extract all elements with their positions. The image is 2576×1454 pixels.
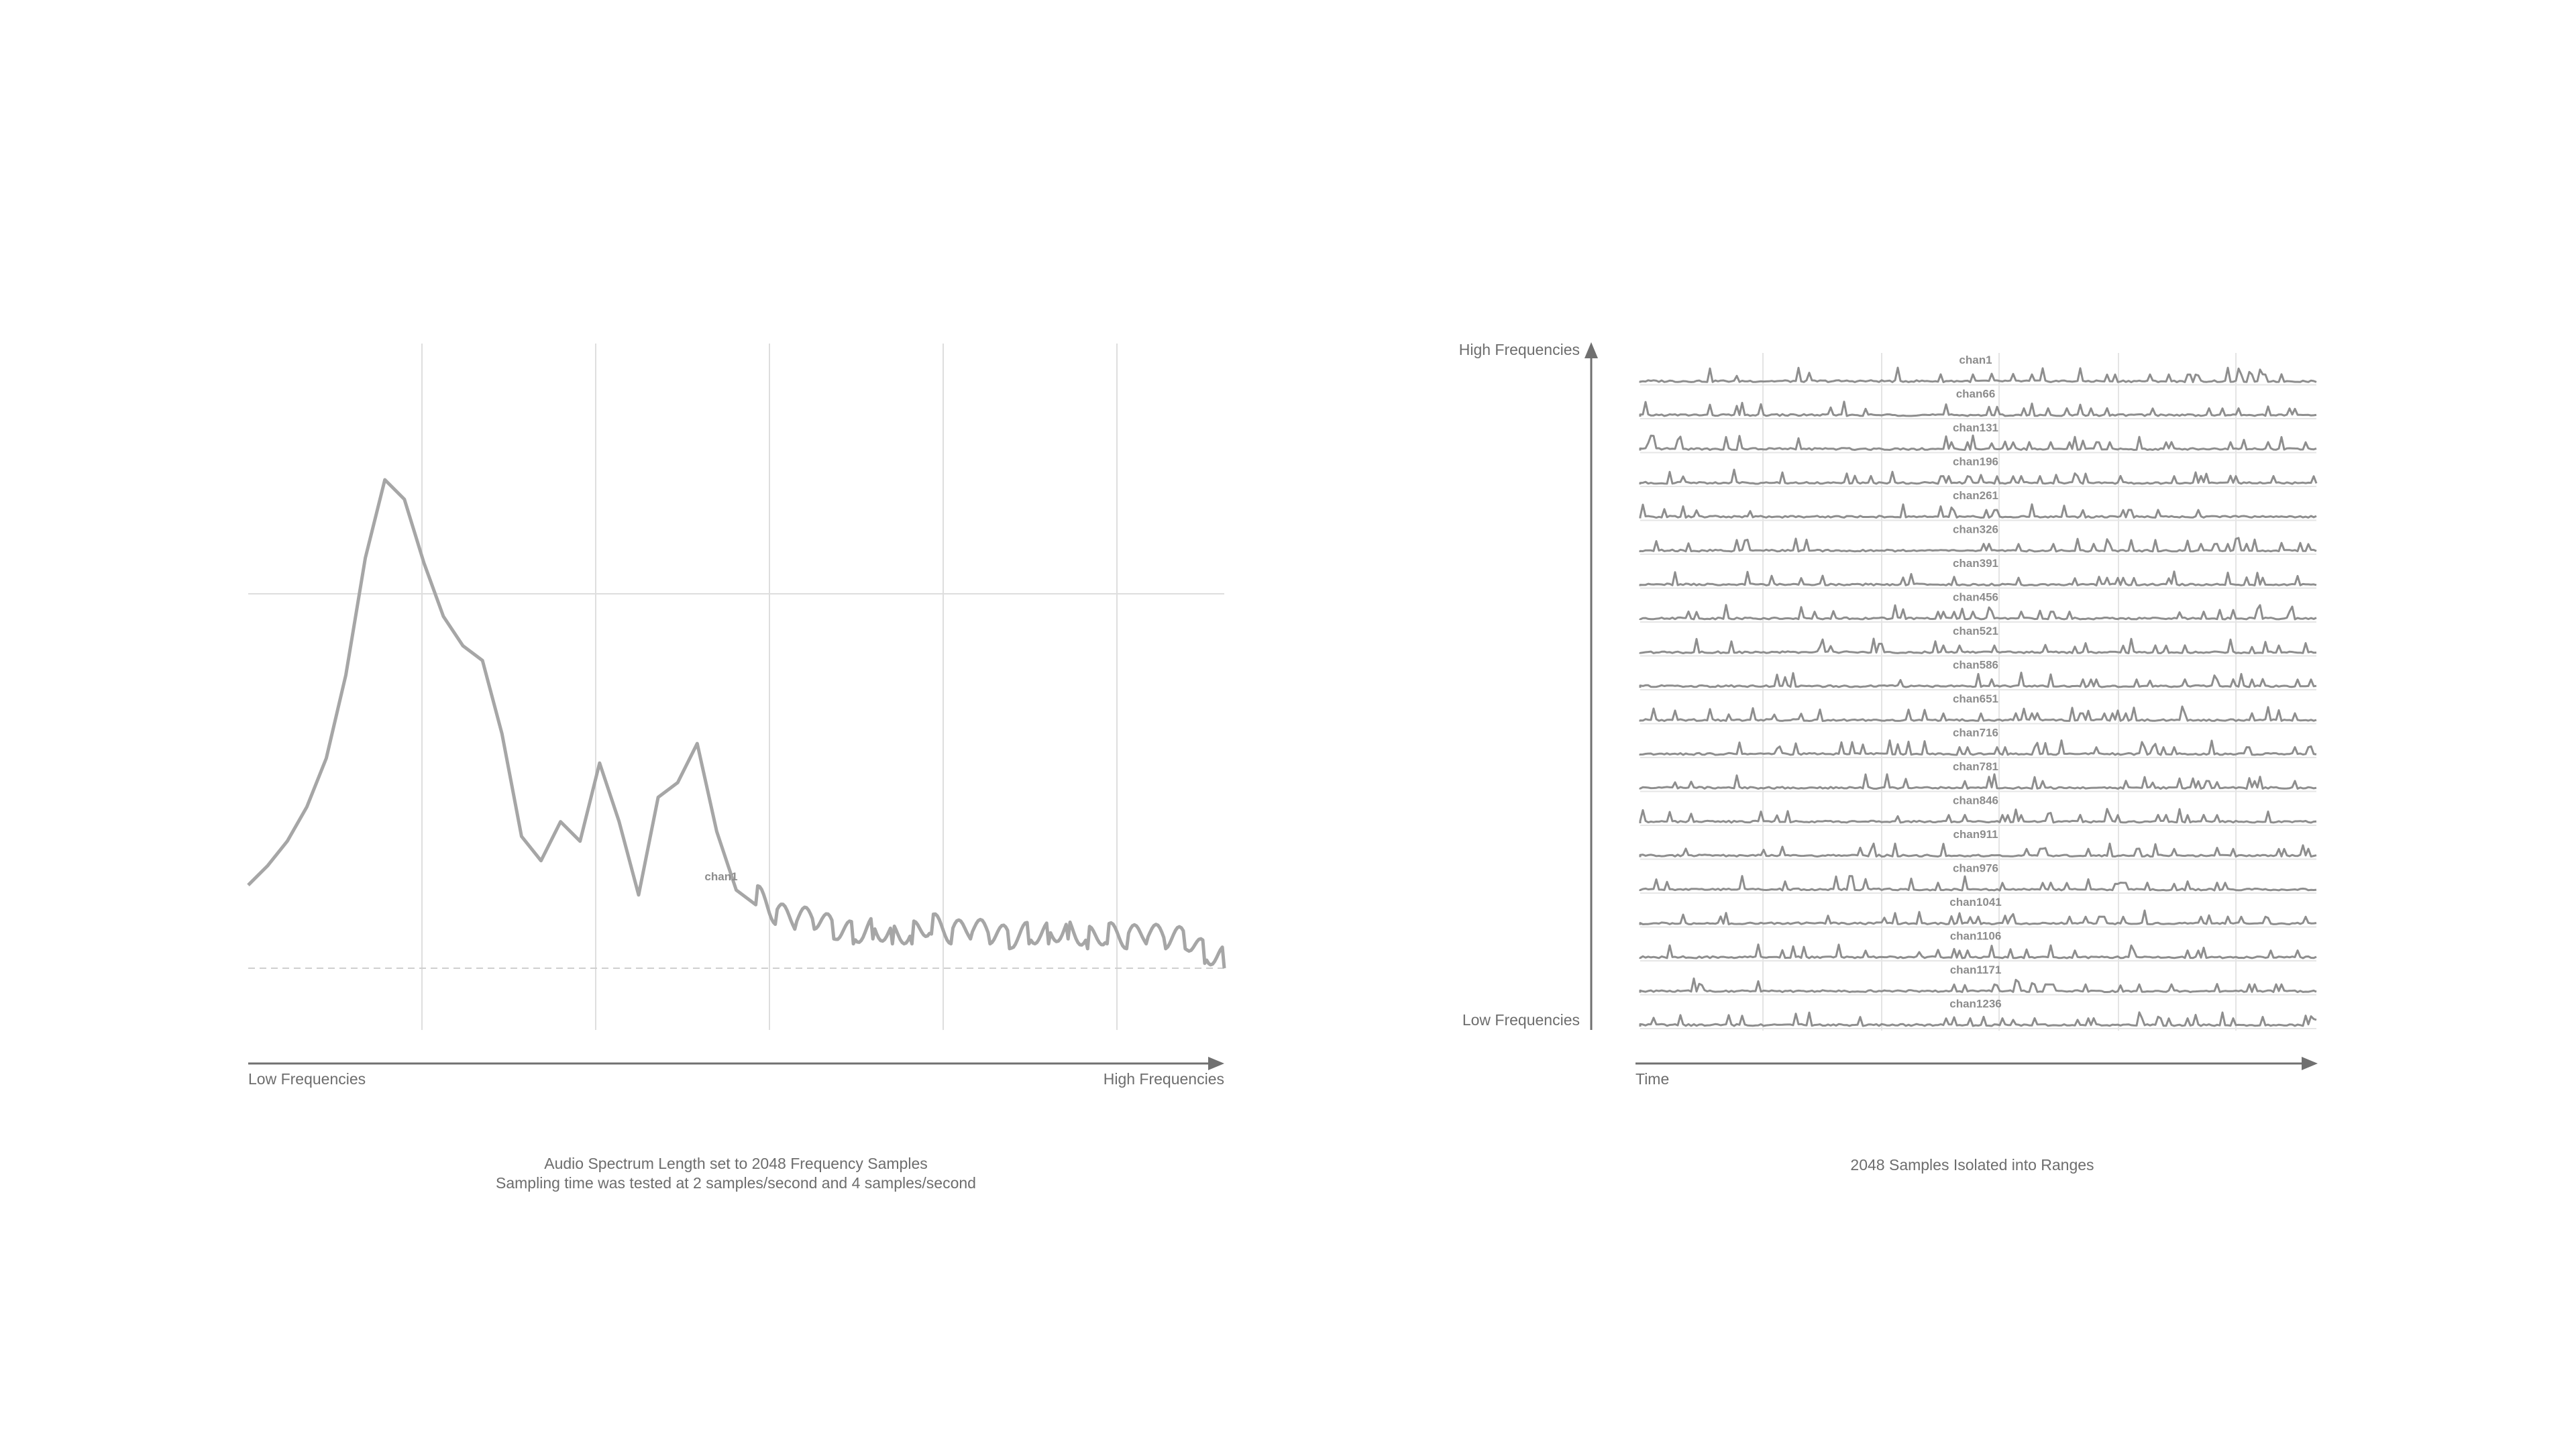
x-axis-left-label: Low Frequencies (248, 1070, 366, 1088)
series-label-chan651: chan651 (1953, 692, 1998, 705)
channel-ranges-chart: chan1 chan66 chan131 chan196 chan261 chan326 c… (1585, 342, 2318, 1070)
spectrum-chart: chan1 (247, 344, 1226, 1070)
channel-trace-chan781 (1639, 773, 2317, 790)
channel-trace-chan586 (1639, 672, 2317, 688)
channel-trace-chan131 (1639, 434, 2317, 451)
y-axis-arrowhead (1585, 342, 1598, 358)
series-label-chan846: chan846 (1953, 794, 1998, 807)
series-label-chan131: chan131 (1953, 421, 1998, 434)
y-axis-bottom-label: Low Frequencies (1462, 1011, 1580, 1029)
channel-trace-chan1 (1639, 366, 2317, 383)
channel-trace-chan66 (1639, 401, 2317, 417)
time-axis-arrowhead (2302, 1057, 2318, 1070)
series-label-chan456: chan456 (1953, 591, 1998, 604)
series-label-chan1236: chan1236 (1949, 998, 2002, 1010)
channel-trace-chan911 (1639, 842, 2317, 858)
series-label-chan911: chan911 (1953, 828, 1998, 841)
channel-trace-chan196 (1639, 468, 2318, 485)
channel-trace-chan976 (1639, 875, 2317, 892)
channel-trace-chan651 (1639, 705, 2317, 722)
series-label-chan1171: chan1171 (1950, 964, 2002, 976)
channel-trace-chan1041 (1639, 909, 2317, 925)
series-label-chan521: chan521 (1953, 625, 1998, 637)
series-label-chan196: chan196 (1953, 456, 1998, 468)
channel-trace-chan391 (1639, 570, 2317, 586)
channel-trace-chan326 (1639, 537, 2317, 553)
left-caption-line-1: Audio Spectrum Length set to 2048 Freque… (544, 1155, 928, 1172)
channel-trace-chan1171 (1639, 977, 2317, 993)
series-label-chan391: chan391 (1953, 557, 1998, 570)
series-label-chan1: chan1 (704, 870, 737, 883)
channel-trace-chan1236 (1639, 1011, 2317, 1027)
series-label-chan781: chan781 (1953, 760, 1998, 773)
y-axis-top-label: High Frequencies (1459, 341, 1580, 358)
time-axis-label: Time (1635, 1070, 1669, 1088)
spectrum-line (247, 478, 1226, 969)
series-label-chan261: chan261 (1953, 489, 1998, 502)
series-label-chan1106: chan1106 (1950, 930, 2002, 943)
x-axis-right-label: High Frequencies (1104, 1070, 1224, 1088)
series-label-chan1: chan1 (1959, 354, 1992, 366)
channel-trace-chan1106 (1639, 943, 2317, 959)
series-label-chan586: chan586 (1953, 659, 1998, 672)
series-label-chan976: chan976 (1953, 862, 1998, 875)
channel-trace-chan716 (1639, 739, 2317, 756)
series-label-chan326: chan326 (1953, 523, 1998, 536)
series-label-chan66: chan66 (1956, 388, 1996, 401)
channel-trace-chan846 (1639, 808, 2317, 824)
left-caption-line-2: Sampling time was tested at 2 samples/se… (496, 1174, 976, 1192)
series-label-chan716: chan716 (1953, 727, 1998, 739)
series-label-chan1041: chan1041 (1949, 896, 2002, 908)
channel-trace-chan261 (1639, 503, 2317, 519)
right-caption: 2048 Samples Isolated into Ranges (1850, 1156, 2094, 1174)
channel-trace-chan521 (1639, 637, 2317, 654)
x-axis-arrowhead (1208, 1057, 1224, 1070)
channel-trace-chan456 (1639, 604, 2317, 621)
